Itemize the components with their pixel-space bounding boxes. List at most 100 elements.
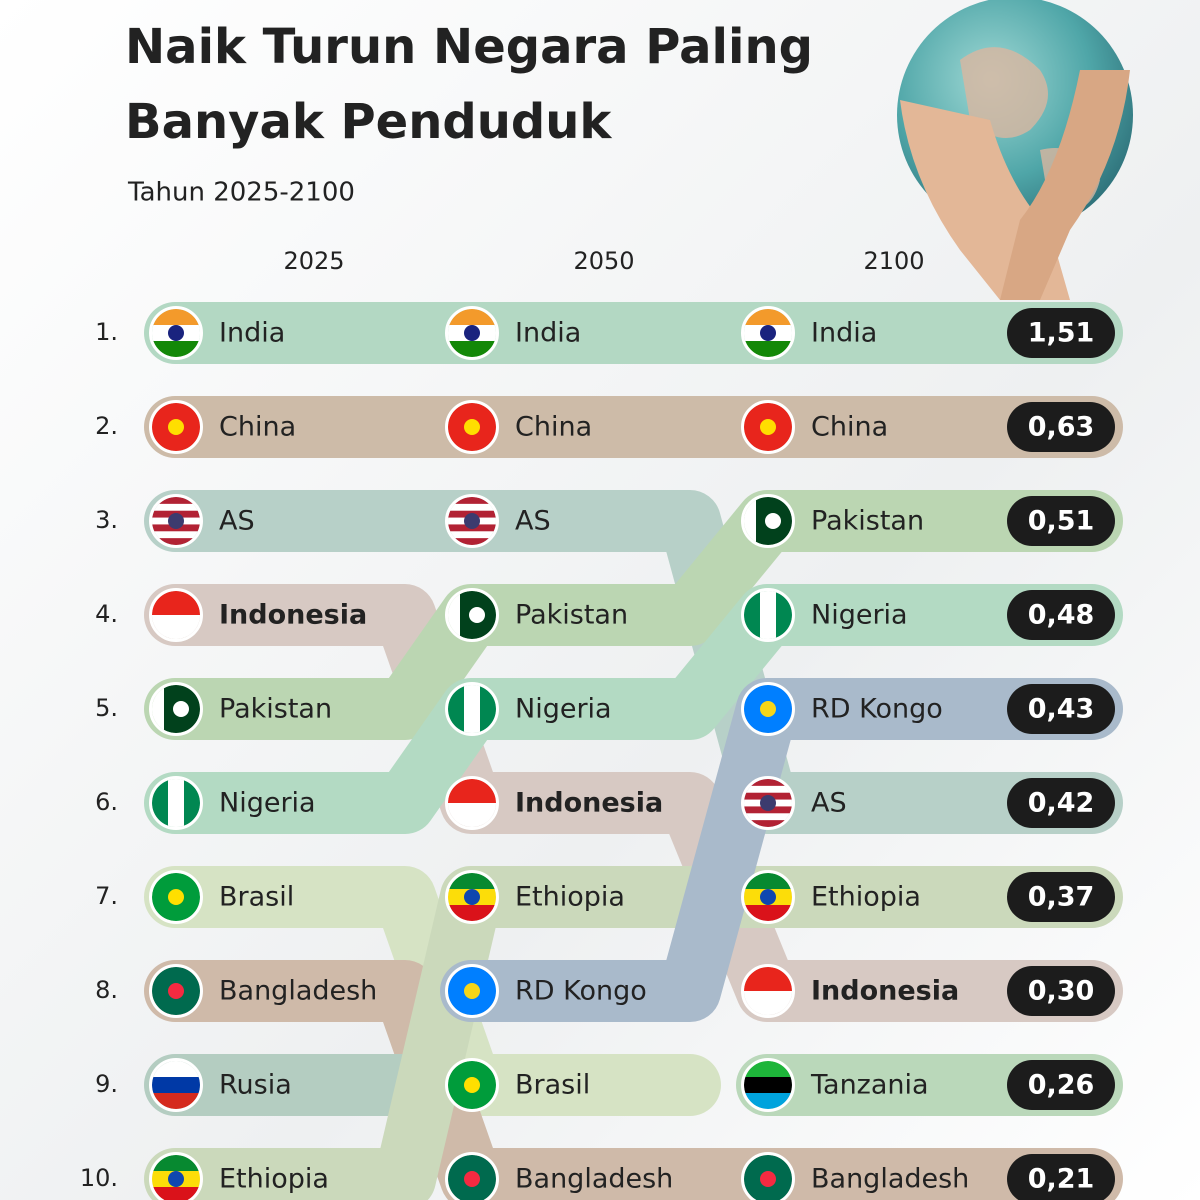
flag-emblem [173, 701, 189, 717]
country-name: Pakistan [219, 694, 332, 725]
flag-stripe [152, 341, 200, 357]
flag [744, 309, 792, 357]
country-band [144, 584, 1123, 834]
flag-border [741, 682, 795, 736]
flag [152, 403, 200, 451]
flag-stripe [152, 1155, 200, 1172]
flag [744, 1061, 792, 1109]
flag-stripe [152, 503, 200, 512]
value-pill [1007, 402, 1115, 452]
country-name: Nigeria [219, 788, 316, 819]
value-label: 0,42 [1028, 788, 1095, 819]
country-name: Bangladesh [811, 1164, 969, 1195]
flag-stripe [744, 591, 761, 639]
flag-stripe [152, 779, 169, 827]
country-name: Bangladesh [219, 976, 377, 1007]
flag-emblem [469, 607, 485, 623]
flag [744, 873, 792, 921]
flag-stripe [464, 685, 481, 733]
country-name: India [515, 318, 581, 349]
value-label: 0,26 [1028, 1070, 1095, 1101]
subtitle: Tahun 2025-2100 [127, 178, 355, 208]
flag [744, 779, 792, 827]
flag-border [741, 1058, 795, 1112]
column-year: 2025 [283, 247, 344, 275]
flag-border [741, 306, 795, 360]
flag-stripe [168, 779, 185, 827]
flag-stripe [460, 591, 473, 639]
flag-stripe [448, 538, 496, 545]
flag-emblem [760, 795, 776, 811]
flag-border [149, 682, 203, 736]
rank-label: 3. [95, 506, 118, 534]
flag-stripe [744, 785, 792, 794]
country-name: Bangladesh [515, 1164, 673, 1195]
country-name: RD Kongo [515, 976, 647, 1007]
flag-stripe [744, 873, 792, 890]
value-pill [1007, 1060, 1115, 1110]
rank-label: 1. [95, 318, 118, 346]
flag-border [741, 400, 795, 454]
value-pill [1007, 778, 1115, 828]
flag-stripe [744, 1061, 792, 1078]
country-name: Ethiopia [811, 882, 921, 913]
country-name: Indonesia [219, 600, 367, 631]
flag [152, 873, 200, 921]
flag-stripe [152, 497, 200, 505]
flag-stripe [744, 1093, 792, 1109]
rank-label: 5. [95, 694, 118, 722]
value-pill [1007, 590, 1115, 640]
country-name: Ethiopia [219, 1164, 329, 1195]
country-name: AS [811, 788, 847, 819]
country-band [144, 584, 1123, 1022]
flag-stripe [448, 497, 496, 505]
flag-border [445, 870, 499, 924]
column-year: 2050 [573, 247, 634, 275]
flag-stripe [448, 309, 496, 326]
labels: 1. 2. 3. 4. 5. 6. 7. 8. 9. 10. 2025 2050 2100 India Ch… [80, 247, 1115, 1200]
country-name: Rusia [219, 1070, 292, 1101]
flag [448, 1061, 496, 1109]
flag-emblem [168, 1171, 184, 1187]
flag-emblem [760, 889, 776, 905]
flag-border [741, 588, 795, 642]
title: Naik Turun Negara Paling [125, 19, 813, 75]
flag [744, 685, 792, 733]
flag-border [445, 400, 499, 454]
flag-stripe [760, 591, 777, 639]
flag-emblem [760, 419, 776, 435]
value-label: 0,48 [1028, 600, 1095, 631]
flag-border [149, 1058, 203, 1112]
flag-border [149, 306, 203, 360]
flag [448, 309, 496, 357]
value-label: 0,37 [1028, 882, 1095, 913]
value-label: 0,30 [1028, 976, 1095, 1007]
flag-stripe [448, 873, 496, 890]
globe-illustration [897, 0, 1133, 300]
flag-stripe [744, 813, 792, 821]
value-pill [1007, 496, 1115, 546]
country-name: Pakistan [515, 600, 628, 631]
country-name: Nigeria [515, 694, 612, 725]
country-band [144, 866, 1123, 1200]
flag-stripe [756, 497, 769, 545]
flag-stripe [744, 1077, 792, 1094]
flag-emblem [464, 983, 480, 999]
rank-label: 2. [95, 412, 118, 440]
flag-stripe [152, 531, 200, 539]
flag-stripe [448, 531, 496, 539]
flag-border [741, 964, 795, 1018]
flag-stripe [744, 309, 792, 326]
flag [152, 497, 200, 545]
flag-stripe [152, 538, 200, 545]
country-name: China [219, 412, 296, 443]
flag-emblem [168, 419, 184, 435]
bands [144, 302, 1123, 1200]
value-pill [1007, 966, 1115, 1016]
rank-label: 6. [95, 788, 118, 816]
rank-label: 8. [95, 976, 118, 1004]
rank-label: 9. [95, 1070, 118, 1098]
country-name: RD Kongo [811, 694, 943, 725]
flag-border [149, 400, 203, 454]
flag-emblem [168, 889, 184, 905]
